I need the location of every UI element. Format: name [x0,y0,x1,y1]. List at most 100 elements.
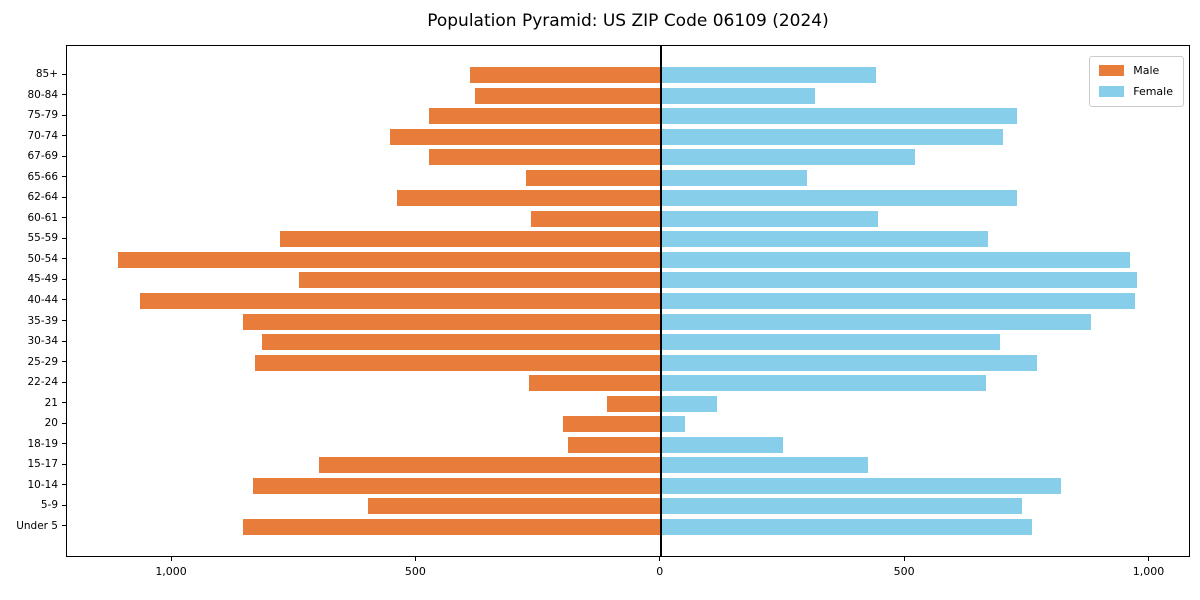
female-bar [660,272,1138,289]
y-tick-mark [62,402,66,404]
male-bar [255,354,661,371]
y-axis-label: 70-74 [27,129,58,142]
y-axis-label: 10-14 [27,478,58,491]
male-bar [140,292,661,309]
male-bar [607,395,661,412]
y-axis-label: 21 [44,396,58,409]
chart-title: Population Pyramid: US ZIP Code 06109 (2… [427,11,829,31]
female-bar [660,67,876,83]
female-bar [660,128,1003,145]
y-axis-label: 85+ [35,68,58,80]
x-axis-label: 0 [656,565,664,578]
y-axis-label: 50-54 [27,252,58,265]
male-bar [428,149,661,166]
female-bar [660,169,808,186]
male-bar [470,67,661,83]
y-axis-label: 35-39 [27,314,58,327]
male-bar [242,313,661,330]
female-bar [660,416,686,433]
y-axis-label: 62-64 [27,191,58,204]
y-tick-mark [62,278,66,280]
female-bar [660,498,1023,515]
y-axis-label: 25-29 [27,355,58,368]
female-bar [660,395,717,412]
x-tick-mark [659,557,661,561]
female-bar [660,334,1001,351]
female-bar [660,251,1130,268]
y-tick-mark [62,422,66,424]
male-bar [279,231,661,248]
y-tick-mark [62,135,66,137]
legend: Male Female [1089,56,1184,107]
y-axis-label: 60-61 [27,211,58,224]
x-axis-label: 1,000 [155,565,187,578]
male-bar [252,477,661,494]
y-tick-mark [62,155,66,157]
x-tick-mark [170,557,172,561]
y-axis-label: 75-79 [27,109,58,122]
y-tick-mark [62,237,66,239]
male-bar [475,87,661,104]
male-bar [299,272,661,289]
x-axis-label: 1,000 [1132,565,1165,578]
male-bar [118,251,661,268]
male-bar [526,169,661,186]
y-axis-label: 30-34 [27,335,58,348]
y-tick-mark [62,381,66,383]
y-tick-mark [62,299,66,301]
female-bar [660,231,989,248]
female-bar [660,477,1062,494]
y-tick-mark [62,443,66,445]
x-axis-label: 500 [893,565,915,578]
y-tick-mark [62,114,66,116]
y-axis-label: 18-19 [27,437,58,450]
male-bar [428,108,661,125]
male-bar [318,457,661,474]
female-bar [660,210,879,227]
y-axis-label: 67-69 [27,150,58,163]
y-axis-label: 20 [44,417,58,430]
male-bar [567,436,661,453]
y-axis-label: 40-44 [27,293,58,306]
legend-item-female: Female [1099,85,1173,98]
y-axis-label: 65-66 [27,170,58,183]
male-bar [262,334,661,351]
y-tick-mark [62,196,66,198]
zero-axis-line [659,46,662,556]
female-bar [660,292,1135,309]
y-tick-mark [62,217,66,219]
legend-label-female: Female [1133,85,1173,98]
female-bar [660,108,1018,125]
male-bar [528,375,661,392]
y-tick-mark [62,361,66,363]
legend-item-male: Male [1099,64,1173,77]
x-tick-mark [903,557,905,561]
female-bar [660,518,1033,535]
female-swatch-icon [1099,86,1125,97]
y-tick-mark [62,504,66,506]
legend-label-male: Male [1133,64,1160,77]
y-tick-mark [62,463,66,465]
y-axis-label: 45-49 [27,273,58,286]
y-tick-mark [62,340,66,342]
male-bar [396,190,661,207]
y-axis-label: 80-84 [27,88,58,101]
y-tick-mark [62,73,66,75]
female-bar [660,436,783,453]
y-tick-mark [62,320,66,322]
male-bar [242,518,661,535]
male-bar [367,498,661,515]
female-bar [660,190,1018,207]
male-bar [563,416,661,433]
female-bar [660,87,815,104]
female-bar [660,149,915,166]
x-axis-label: 500 [404,565,426,578]
male-swatch-icon [1099,65,1125,76]
y-tick-mark [62,176,66,178]
y-axis-label: 5-9 [40,499,58,512]
x-tick-mark [1147,557,1149,561]
y-axis-label: 15-17 [27,458,58,471]
y-tick-mark [62,94,66,96]
y-tick-mark [62,258,66,260]
